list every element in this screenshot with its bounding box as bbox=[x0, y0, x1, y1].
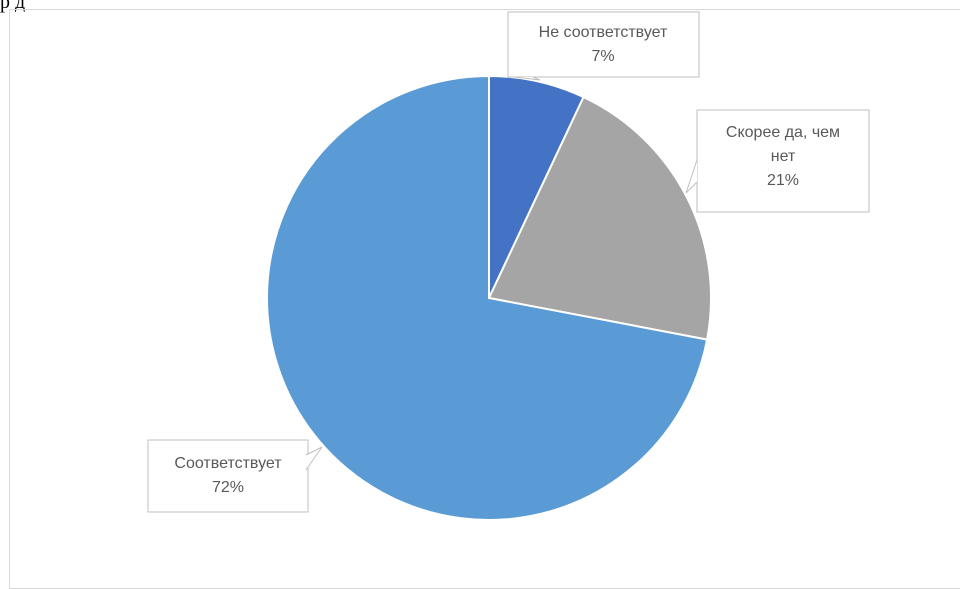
data-label-ne-sootvetstvuet: Не соответствует 7% bbox=[507, 11, 700, 81]
data-label-line: Не соответствует bbox=[539, 24, 668, 41]
pie-slice-skoree-da bbox=[487, 95, 712, 341]
data-label-box bbox=[507, 11, 700, 78]
data-label-line: нет bbox=[771, 148, 796, 165]
data-label-skoree-da: Скорее да, чем нет 21% bbox=[685, 109, 870, 213]
data-label-box bbox=[696, 109, 870, 213]
data-label-pointer bbox=[514, 76, 541, 81]
data-label-pointer bbox=[685, 159, 698, 194]
data-label-line: Скорее да, чем bbox=[726, 124, 840, 141]
pie-slice-sootvetstvuet bbox=[266, 74, 709, 521]
data-label-pointer bbox=[305, 446, 323, 471]
data-label-sootvetstvuet: Соответствует 72% bbox=[147, 439, 323, 513]
data-label-line: 72% bbox=[212, 479, 244, 496]
data-label-box bbox=[147, 439, 309, 513]
data-label-line: 7% bbox=[591, 48, 614, 65]
data-label-line: 21% bbox=[767, 172, 799, 189]
data-label-line: Соответствует bbox=[174, 455, 282, 472]
